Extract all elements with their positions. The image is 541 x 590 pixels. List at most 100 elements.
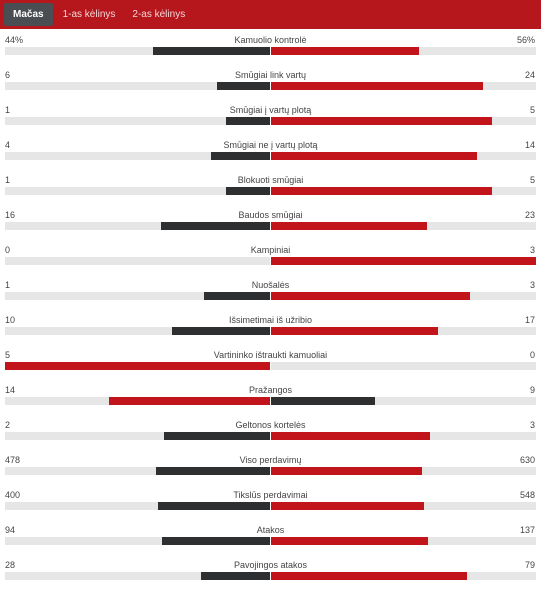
away-stat-value: 24 [524,70,535,80]
stat-row: 10 Išsimetimai iš užribio 17 [0,309,541,344]
away-stat-track [271,82,536,90]
home-stat-track [5,432,270,440]
stat-label: Atakos [256,525,285,535]
away-stat-value: 23 [524,210,535,220]
away-stat-track [271,537,536,545]
home-stat-value: 1 [5,280,11,290]
home-stat-bar [201,572,270,580]
away-stat-track [271,257,536,265]
away-stat-track [271,222,536,230]
home-stat-track [5,397,270,405]
home-stat-value: 400 [5,490,21,500]
home-stat-bar [109,397,270,405]
away-stat-track [271,502,536,510]
home-stat-value: 5 [5,350,11,360]
stat-row: 94 Atakos 137 [0,519,541,554]
home-stat-bar [162,537,270,545]
away-stat-value: 0 [529,350,535,360]
home-stat-track [5,502,270,510]
stat-row: 5 Vartininko ištraukti kamuoliai 0 [0,344,541,379]
away-stat-value: 137 [519,525,535,535]
away-stat-bar [271,467,422,475]
home-stat-value: 2 [5,420,11,430]
stat-row: 1 Nuošalės 3 [0,274,541,309]
away-stat-track [271,467,536,475]
away-stat-bar [271,327,438,335]
stat-label: Nuošalės [251,280,290,290]
home-stat-track [5,222,270,230]
stat-label: Smūgiai ne į vartų plotą [223,140,318,150]
away-stat-value: 14 [524,140,535,150]
tab-second-half[interactable]: 2-as kėlinys [132,9,186,20]
stat-label: Geltonos kortelės [235,420,306,430]
away-stat-value: 9 [529,385,535,395]
home-stat-track [5,327,270,335]
stat-row: 4 Smūgiai ne į vartų plotą 14 [0,134,541,169]
stat-label: Vartininko ištraukti kamuoliai [213,350,328,360]
home-stat-track [5,467,270,475]
home-stat-track [5,82,270,90]
away-stat-track [271,117,536,125]
stat-row: 1 Blokuoti smūgiai 5 [0,169,541,204]
stat-label: Smūgiai į vartų plotą [229,105,312,115]
stat-label: Baudos smūgiai [238,210,303,220]
away-stat-track [271,292,536,300]
home-stat-track [5,537,270,545]
stat-row: 28 Pavojingos atakos 79 [0,554,541,589]
home-stat-track [5,362,270,370]
away-stat-bar [271,47,419,55]
away-stat-value: 630 [519,455,535,465]
away-stat-track [271,187,536,195]
home-stat-bar [156,467,270,475]
away-stat-bar [271,502,424,510]
home-stat-bar [211,152,270,160]
away-stat-value: 5 [529,175,535,185]
stat-row: 1 Smūgiai į vartų plotą 5 [0,99,541,134]
home-stat-bar [153,47,270,55]
tab-first-half[interactable]: 1-as kėlinys [62,9,116,20]
home-stat-bar [172,327,270,335]
tab-match[interactable]: Mačas [4,3,53,26]
away-stat-bar [271,292,470,300]
stat-label: Smūgiai link vartų [234,70,307,80]
home-stat-value: 16 [5,210,16,220]
home-stat-value: 0 [5,245,11,255]
away-stat-track [271,327,536,335]
home-stat-bar [164,432,270,440]
stat-label: Pražangos [248,385,293,395]
away-stat-track [271,362,536,370]
home-stat-value: 28 [5,560,16,570]
home-stat-track [5,572,270,580]
stat-row: 2 Geltonos kortelės 3 [0,414,541,449]
home-stat-track [5,257,270,265]
away-stat-value: 17 [524,315,535,325]
away-stat-bar [271,222,427,230]
stat-row: 14 Pražangos 9 [0,379,541,414]
away-stat-value: 79 [524,560,535,570]
home-stat-track [5,47,270,55]
home-stat-bar [204,292,270,300]
stat-row: 6 Smūgiai link vartų 24 [0,64,541,99]
away-stat-track [271,397,536,405]
away-stat-value: 3 [529,245,535,255]
away-stat-value: 548 [519,490,535,500]
away-stat-bar [271,397,375,405]
stat-label: Viso perdavimų [239,455,302,465]
stat-label: Tikslūs perdavimai [233,490,308,500]
away-stat-value: 5 [529,105,535,115]
home-stat-bar [161,222,270,230]
home-stat-track [5,117,270,125]
away-stat-bar [271,117,492,125]
home-stat-value: 478 [5,455,21,465]
stat-row: 478 Viso perdavimų 630 [0,449,541,484]
away-stat-bar [271,82,483,90]
away-stat-track [271,47,536,55]
tab-bar: Mačas 1-as kėlinys 2-as kėlinys [0,0,541,29]
home-stat-value: 4 [5,140,11,150]
stat-label: Kamuolio kontrolė [234,35,307,45]
home-stat-bar [158,502,270,510]
away-stat-track [271,152,536,160]
away-stat-value: 3 [529,280,535,290]
away-stat-value: 3 [529,420,535,430]
home-stat-track [5,187,270,195]
